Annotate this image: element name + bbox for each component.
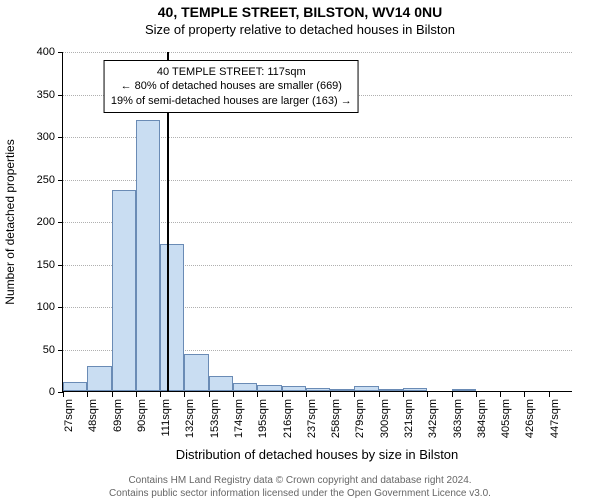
y-tick-label: 300 bbox=[37, 131, 63, 143]
x-tick-label: 258sqm bbox=[330, 399, 342, 438]
x-tick-label: 237sqm bbox=[306, 399, 318, 438]
x-tick-label: 132sqm bbox=[184, 399, 196, 438]
histogram-bar bbox=[379, 389, 403, 391]
x-tick-label: 300sqm bbox=[379, 399, 391, 438]
x-tick-label: 90sqm bbox=[136, 399, 148, 432]
y-axis-label: Number of detached properties bbox=[3, 139, 17, 304]
x-tick-label: 69sqm bbox=[112, 399, 124, 432]
plot-area: 05010015020025030035040027sqm48sqm69sqm9… bbox=[62, 52, 572, 392]
x-tick-label: 111sqm bbox=[160, 399, 172, 437]
histogram-bar bbox=[354, 386, 378, 391]
histogram-bar bbox=[257, 385, 281, 391]
x-tick-label: 405sqm bbox=[500, 399, 512, 438]
x-tick-label: 174sqm bbox=[233, 399, 245, 438]
y-tick-label: 400 bbox=[37, 46, 63, 58]
x-tick-label: 279sqm bbox=[354, 399, 366, 438]
histogram-bar bbox=[306, 388, 330, 391]
info-box-line-3: 19% of semi-detached houses are larger (… bbox=[111, 94, 352, 108]
attribution-text: Contains HM Land Registry data © Crown c… bbox=[0, 475, 600, 500]
x-tick-label: 48sqm bbox=[87, 399, 99, 432]
histogram-bar bbox=[87, 366, 111, 392]
x-tick-label: 321sqm bbox=[403, 399, 415, 438]
y-tick-label: 200 bbox=[37, 216, 63, 228]
y-tick-label: 150 bbox=[37, 259, 63, 271]
y-tick-label: 50 bbox=[43, 344, 63, 356]
histogram-bar bbox=[112, 190, 136, 391]
info-box-line-2: ← 80% of detached houses are smaller (66… bbox=[111, 79, 352, 93]
histogram-bar bbox=[403, 388, 427, 391]
histogram-bar bbox=[282, 386, 306, 391]
y-tick-label: 100 bbox=[37, 301, 63, 313]
x-tick-label: 363sqm bbox=[452, 399, 464, 438]
x-tick-label: 426sqm bbox=[524, 399, 536, 438]
x-tick-label: 153sqm bbox=[209, 399, 221, 438]
y-tick-label: 0 bbox=[49, 386, 63, 398]
x-tick-label: 447sqm bbox=[549, 399, 561, 438]
attribution-line-1: Contains HM Land Registry data © Crown c… bbox=[0, 475, 600, 488]
x-tick-label: 195sqm bbox=[257, 399, 269, 438]
chart-container: 0 50 100 150 200 250 300 350 400 27sqm 48sqm 69sqm 9… bbox=[0, 4, 600, 504]
histogram-bar bbox=[136, 120, 160, 391]
y-tick-label: 350 bbox=[37, 89, 63, 101]
histogram-bar bbox=[160, 244, 184, 391]
histogram-bar bbox=[184, 354, 208, 391]
x-tick-label: 27sqm bbox=[63, 399, 75, 432]
x-axis-label: Distribution of detached houses by size … bbox=[62, 447, 572, 462]
x-tick-label: 342sqm bbox=[427, 399, 439, 438]
x-tick-label: 216sqm bbox=[282, 399, 294, 438]
histogram-bar bbox=[330, 389, 354, 391]
x-tick-label: 384sqm bbox=[476, 399, 488, 438]
y-tick-label: 250 bbox=[37, 174, 63, 186]
histogram-bar bbox=[452, 389, 476, 391]
histogram-bar bbox=[63, 382, 87, 391]
info-box-line-1: 40 TEMPLE STREET: 117sqm bbox=[111, 65, 352, 79]
attribution-line-2: Contains public sector information licen… bbox=[0, 488, 600, 501]
histogram-bar bbox=[233, 383, 257, 391]
histogram-bar bbox=[209, 376, 233, 391]
info-box: 40 TEMPLE STREET: 117sqm← 80% of detache… bbox=[104, 60, 359, 113]
